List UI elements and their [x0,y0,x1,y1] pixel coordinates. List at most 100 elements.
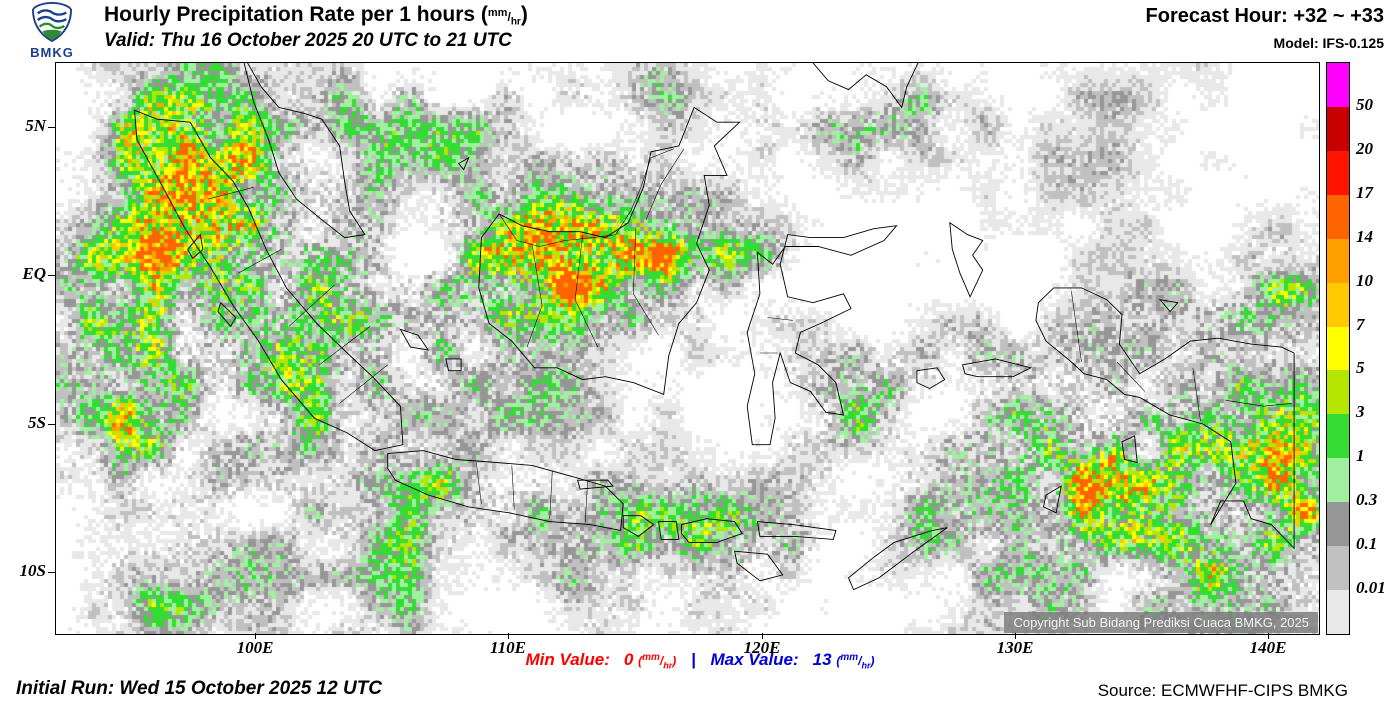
island-outline [622,515,655,537]
island-outline [217,301,237,328]
lat-tick [48,572,55,573]
lon-label: 100E [236,638,274,657]
admin-boundary-line [1192,367,1201,422]
color-legend [1326,62,1350,635]
title-text: Hourly Precipitation Rate per 1 hours ( [104,3,488,26]
legend-segment [1327,238,1349,283]
island-outline [916,367,946,390]
max-value-text: Max Value: 13 (mm/hr) [710,650,875,671]
island-outline [387,450,624,532]
legend-segment [1327,590,1349,634]
admin-boundary-line [526,243,543,348]
lon-label: 120E [743,638,781,657]
lon-tick [1015,633,1016,639]
legend-label: 20 [1356,138,1373,158]
admin-boundary-line [767,317,793,321]
legend-segment [1327,63,1349,107]
legend-label: 14 [1356,226,1373,246]
model-label: Model: IFS-0.125 [1273,35,1384,51]
admin-boundary-line [645,148,685,220]
lon-label: 110E [490,638,526,657]
lat-label: 10S [19,561,46,580]
admin-boundary-line [207,187,254,200]
legend-label: 0.3 [1356,490,1378,510]
admin-boundary-line [511,465,515,510]
legend-label: 1 [1356,446,1365,466]
legend-label: 50 [1356,94,1373,114]
bmkg-logo-icon [31,1,73,43]
lon-tick [508,633,509,639]
bmkg-logo-text: BMKG [30,45,74,60]
legend-segment [1327,194,1349,239]
map-area: Copyright Sub Bidang Prediksi Cuaca BMKG… [55,62,1320,635]
bmkg-logo: BMKG [12,1,92,60]
admin-boundary-line [476,462,482,504]
island-outline [445,358,462,372]
min-value-text: Min Value: 0 (mm/hr) [525,650,677,671]
island-outline [746,225,898,446]
minmax-line: Min Value: 0 (mm/hr) | Max Value: 13 (mm/h… [0,650,1400,670]
admin-boundary-line [1071,290,1082,362]
lon-label: 140E [1249,638,1287,657]
admin-boundary-line [549,471,553,519]
admin-boundary-line [339,364,388,404]
legend-label: 0.01 [1356,578,1386,598]
legend-segment [1327,502,1349,547]
valid-time: Valid: Thu 16 October 2025 20 UTC to 21 … [104,30,512,52]
forecast-hour: Forecast Hour: +32 ~ +33 [1145,5,1384,27]
min-unit: (mm/hr) [638,652,677,671]
coastline-overlay [133,63,1295,591]
lon-tick [255,633,256,639]
lon-tick [762,633,763,639]
lat-tick [48,424,55,425]
precipitation-canvas [56,63,1319,634]
island-outline [1035,287,1295,550]
island-outline [961,358,1033,378]
legend-segment [1327,370,1349,415]
legend-segment [1327,414,1349,459]
island-outline [478,106,741,396]
island-outline [1158,299,1179,313]
legend-label: 3 [1356,402,1365,422]
legend-label: 5 [1356,358,1365,378]
legend-segment [1327,150,1349,195]
admin-boundary-line [1225,400,1292,407]
island-outline [949,221,984,298]
legend-label: 10 [1356,270,1373,290]
admin-boundary-line [1116,361,1145,392]
island-outline [133,109,404,452]
admin-boundary-line [319,326,371,366]
legend-label: 7 [1356,314,1365,334]
lat-label: 5S [28,413,46,432]
admin-boundary-line [498,148,674,247]
minmax-separator: | [690,650,696,669]
legend-segment [1327,458,1349,503]
island-outline [658,521,680,540]
admin-boundary-line [238,249,282,274]
lat-tick [48,275,55,276]
lon-label: 130E [996,638,1034,657]
source-label: Source: ECMWFHF-CIPS BMKG [1097,681,1348,700]
copyright-overlay: Copyright Sub Bidang Prediksi Cuaca BMKG… [1004,612,1318,633]
page-title: Hourly Precipitation Rate per 1 hours (m… [104,3,528,28]
legend-segment [1327,282,1349,327]
island-outline [399,328,430,351]
legend-segment [1327,326,1349,371]
max-unit: (mm/hr) [836,652,875,671]
lon-tick [1268,633,1269,639]
forecast-info-block: Forecast Hour: +32 ~ +33 Model: IFS-0.12… [1146,5,1384,51]
lat-label: EQ [22,264,46,283]
legend-label: 0.1 [1356,534,1378,554]
legend-segment [1327,546,1349,591]
lat-tick [48,127,55,128]
island-outline [1042,485,1062,514]
island-outline [243,63,366,239]
initial-run: Initial Run: Wed 15 October 2025 12 UTC [16,678,383,699]
island-outline [577,479,614,490]
admin-boundary-line [288,284,335,327]
legend-label: 17 [1356,182,1373,202]
island-outline [756,521,837,540]
legend-segment [1327,106,1349,151]
admin-boundary-line [633,228,659,336]
island-outline [457,156,470,171]
